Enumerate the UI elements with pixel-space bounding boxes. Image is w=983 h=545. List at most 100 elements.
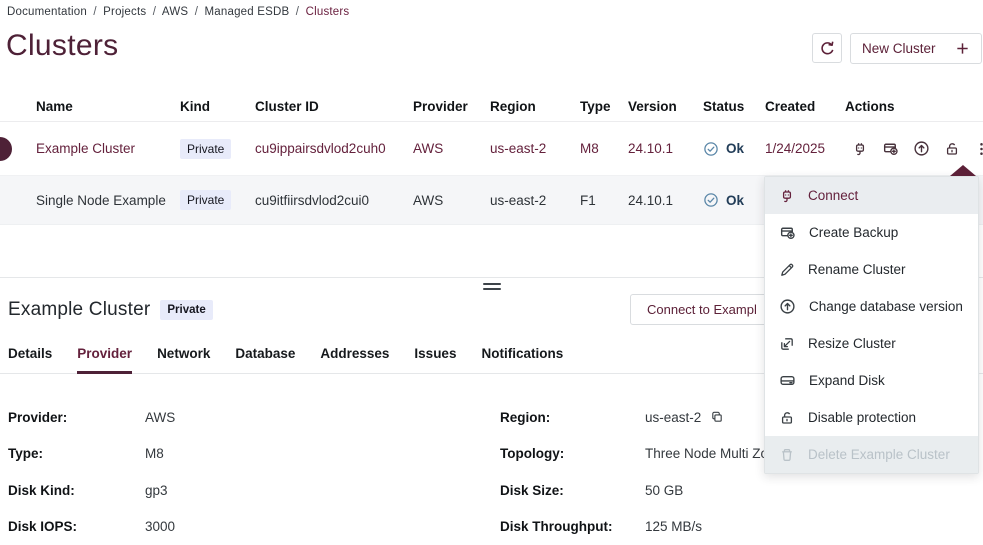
cluster-name-cell: Example Cluster [0, 141, 180, 156]
menu-pointer-triangle [950, 165, 976, 176]
menu-item-connect[interactable]: Connect [765, 177, 978, 214]
breadcrumb-item-documentation[interactable]: Documentation [7, 6, 87, 18]
column-header-type: Type [580, 99, 628, 114]
tab-provider[interactable]: Provider [77, 346, 132, 374]
cluster-name[interactable]: Single Node Example [36, 193, 166, 208]
menu-item-delete-cluster: Delete Example Cluster [765, 436, 978, 473]
upgrade-icon[interactable] [913, 140, 930, 157]
pencil-icon [779, 262, 795, 278]
plus-icon [955, 41, 970, 56]
cluster-actions-menu: Connect Create Backup Rename Cluster [764, 176, 979, 474]
field-value: M8 [145, 446, 164, 461]
tab-database[interactable]: Database [235, 346, 295, 374]
plug-icon [779, 188, 795, 204]
menu-item-label: Resize Cluster [808, 336, 896, 351]
refresh-icon [819, 40, 836, 57]
column-header-status: Status [703, 99, 765, 114]
create-backup-icon[interactable] [882, 140, 899, 157]
field-label: Region: [500, 410, 645, 425]
arrow-up-circle-icon [779, 298, 796, 315]
breadcrumb-item-managed-esdb[interactable]: Managed ESDB [205, 6, 290, 18]
menu-item-disable-protection[interactable]: Disable protection [765, 399, 978, 436]
tab-details[interactable]: Details [8, 346, 52, 374]
region-cell: us-east-2 [490, 141, 580, 156]
column-header-actions: Actions [845, 99, 983, 114]
status-ok-icon [703, 192, 719, 208]
menu-item-rename-cluster[interactable]: Rename Cluster [765, 251, 978, 288]
field-type: Type: M8 [8, 436, 438, 473]
refresh-button[interactable] [812, 33, 842, 63]
region-cell: us-east-2 [490, 193, 580, 208]
cluster-name-cell: Single Node Example [0, 193, 180, 208]
kind-badge: Private [180, 139, 231, 159]
status-cell: Ok [703, 141, 765, 157]
field-disk-throughput: Disk Throughput: 125 MB/s [500, 509, 970, 545]
version-cell: 24.10.1 [628, 141, 703, 156]
tab-issues[interactable]: Issues [414, 346, 456, 374]
tab-notifications[interactable]: Notifications [481, 346, 563, 374]
menu-item-label: Expand Disk [809, 373, 885, 388]
status-ok-icon [703, 141, 719, 157]
tab-network[interactable]: Network [157, 346, 210, 374]
type-cell: M8 [580, 141, 628, 156]
menu-item-resize-cluster[interactable]: Resize Cluster [765, 325, 978, 362]
menu-item-label: Delete Example Cluster [808, 447, 950, 462]
field-label: Type: [8, 446, 145, 461]
kebab-icon[interactable] [974, 141, 983, 157]
new-cluster-button[interactable]: New Cluster [850, 33, 982, 64]
cluster-id: cu9ippairsdvlod2cuh0 [255, 141, 413, 156]
field-label: Provider: [8, 410, 145, 425]
menu-item-label: Create Backup [809, 225, 898, 240]
connect-icon[interactable] [852, 141, 868, 157]
field-value: gp3 [145, 483, 168, 498]
unlock-icon[interactable] [944, 141, 960, 157]
field-value: 125 MB/s [645, 519, 702, 534]
created-cell: 1/24/2025 [765, 141, 845, 156]
menu-item-expand-disk[interactable]: Expand Disk [765, 362, 978, 399]
menu-item-change-database-version[interactable]: Change database version [765, 288, 978, 325]
field-label: Disk Size: [500, 483, 645, 498]
page-title: Clusters [6, 29, 118, 63]
field-provider: Provider: AWS [8, 399, 438, 436]
version-cell: 24.10.1 [628, 193, 703, 208]
field-label: Disk IOPS: [8, 519, 145, 534]
field-value: 50 GB [645, 483, 683, 498]
menu-item-create-backup[interactable]: Create Backup [765, 214, 978, 251]
field-value: us-east-2 [645, 410, 701, 425]
create-backup-icon [779, 224, 796, 241]
copy-icon[interactable] [710, 410, 724, 424]
column-header-kind: Kind [180, 99, 255, 114]
breadcrumb: Documentation / Projects / AWS / Managed… [7, 6, 349, 18]
status-text: Ok [726, 141, 744, 156]
breadcrumb-item-clusters[interactable]: Clusters [306, 6, 350, 18]
column-header-name: Name [0, 99, 180, 114]
splitter-drag-handle[interactable] [483, 283, 501, 293]
breadcrumb-item-projects[interactable]: Projects [103, 6, 146, 18]
tab-addresses[interactable]: Addresses [320, 346, 389, 374]
breadcrumb-separator: / [93, 6, 96, 18]
type-cell: F1 [580, 193, 628, 208]
field-label: Disk Kind: [8, 483, 145, 498]
field-disk-kind: Disk Kind: gp3 [8, 472, 438, 509]
breadcrumb-item-aws[interactable]: AWS [162, 6, 188, 18]
column-header-version: Version [628, 99, 703, 114]
field-disk-size: Disk Size: 50 GB [500, 472, 970, 509]
kind-badge: Private [180, 190, 231, 210]
menu-item-label: Change database version [809, 299, 963, 314]
column-header-provider: Provider [413, 99, 490, 114]
field-value: Three Node Multi Zo [645, 446, 768, 461]
actions-cell [845, 140, 983, 157]
trash-icon [779, 447, 795, 463]
detail-cluster-title: Example Cluster [8, 299, 150, 321]
field-label: Topology: [500, 446, 645, 461]
cluster-name[interactable]: Example Cluster [36, 141, 135, 156]
disk-icon [779, 372, 796, 389]
provider-fields-left: Provider: AWS Type: M8 Disk Kind: gp3 Di… [8, 399, 438, 545]
table-row[interactable]: Example Cluster Private cu9ippairsdvlod2… [0, 122, 983, 176]
field-label: Disk Throughput: [500, 519, 645, 534]
column-header-created: Created [765, 99, 845, 114]
column-header-cluster-id: Cluster ID [255, 99, 413, 114]
field-value: 3000 [145, 519, 175, 534]
column-header-region: Region [490, 99, 580, 114]
new-cluster-label: New Cluster [862, 41, 936, 56]
